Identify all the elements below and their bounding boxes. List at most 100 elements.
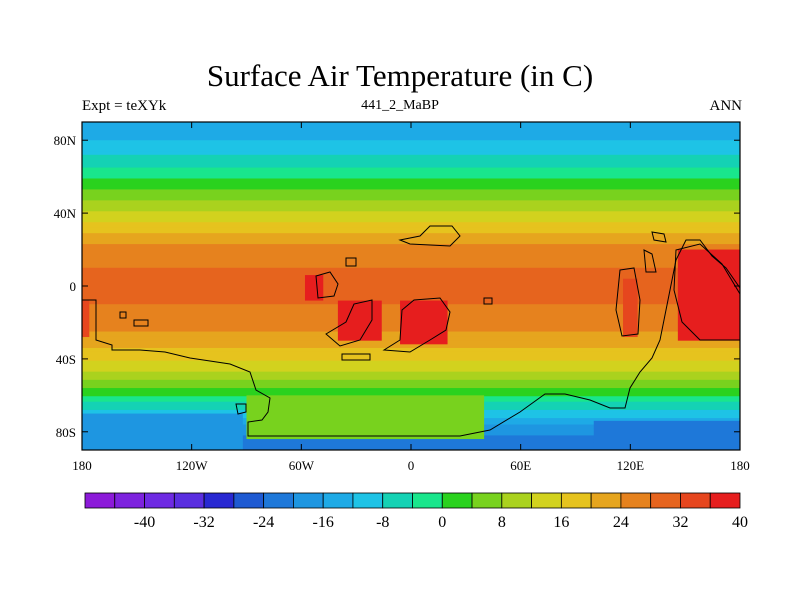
season-label: ANN [709, 98, 743, 114]
temperature-band [82, 233, 740, 237]
temperature-field [82, 122, 740, 450]
cool-region [82, 413, 243, 450]
temperature-band [82, 132, 740, 138]
temperature-band [82, 175, 740, 180]
temperature-band [82, 208, 740, 212]
temperature-band [82, 151, 740, 156]
x-tick-label: 120W [176, 458, 209, 473]
colorbar-swatch [233, 492, 265, 509]
colorbar-swatch [590, 492, 622, 509]
run-label: 441_2_MaBP [361, 98, 439, 113]
hot-region [623, 278, 638, 338]
coastline [651, 231, 667, 243]
chart-title: Surface Air Temperature (in C) [206, 58, 594, 93]
coastline [643, 249, 657, 273]
coastline [398, 225, 461, 247]
temperature-band [82, 147, 740, 152]
temperature-band [82, 295, 740, 301]
colorbar-swatch [352, 492, 384, 509]
temperature-band [82, 181, 740, 185]
y-tick-label: 80N [54, 133, 77, 148]
colorbar-swatch [531, 492, 562, 509]
temperature-band [82, 173, 740, 177]
temperature-band [82, 258, 740, 264]
hot-region [400, 300, 448, 345]
temperature-band [82, 241, 740, 245]
hot-region [304, 275, 324, 301]
temperature-band [82, 170, 740, 174]
coastline [483, 297, 493, 305]
colorbar-swatch [322, 492, 354, 509]
colorbar-swatch [144, 492, 175, 509]
temperature-band [82, 360, 740, 365]
temperature-band [82, 136, 740, 141]
colorbar-label: -24 [253, 514, 274, 531]
temperature-band [82, 390, 740, 395]
x-tick-label: 60W [289, 458, 315, 473]
x-tick-label: 180 [730, 458, 750, 473]
colorbar-swatch [650, 492, 681, 509]
temperature-band [82, 224, 740, 229]
temperature-band [82, 194, 740, 199]
hot-region [337, 300, 382, 341]
coastline [315, 271, 339, 299]
temperature-band [82, 200, 740, 204]
coastline [382, 297, 451, 353]
temperature-band [82, 158, 740, 163]
temperature-band [82, 214, 740, 218]
temperature-band [82, 238, 740, 242]
temperature-band [82, 439, 740, 444]
colorbar-label: 0 [438, 514, 446, 531]
temperature-band [82, 281, 740, 287]
colorbar-swatch [560, 492, 592, 509]
colorbar-swatch [203, 492, 235, 509]
temperature-band [82, 183, 740, 188]
coastline [341, 353, 371, 361]
y-tick-label: 80S [56, 425, 76, 440]
colorbar-label: -32 [193, 514, 214, 531]
temperature-band [82, 347, 740, 353]
x-tick-label: 180 [72, 458, 92, 473]
temperature-band [82, 366, 740, 370]
colorbar-swatch [441, 492, 473, 509]
temperature-band [82, 379, 740, 384]
temperature-band [82, 246, 740, 251]
temperature-band [82, 127, 740, 131]
temperature-band [82, 178, 740, 182]
colorbar-swatch [293, 492, 324, 509]
y-tick-label: 0 [70, 279, 77, 294]
temperature-band [82, 244, 740, 248]
coastline [673, 243, 740, 341]
x-tick-label: 60E [510, 458, 531, 473]
temperature-band [82, 374, 740, 378]
colorbar-swatch [263, 492, 294, 509]
coastline [82, 239, 740, 437]
colorbar-swatch [471, 492, 503, 509]
colorbar-label: 24 [613, 514, 629, 531]
coastline [235, 403, 247, 415]
y-tick-label: 40N [54, 206, 77, 221]
coastline [345, 257, 357, 267]
coastline [325, 299, 373, 347]
cool-region [593, 420, 740, 450]
temperature-band [82, 363, 740, 367]
colorbar: -40 -32 -24 -16 -8 0 8 16 24 32 40 [84, 492, 748, 531]
temperature-band [82, 219, 740, 223]
colorbar-swatch [114, 492, 145, 509]
temperature-band [82, 368, 740, 373]
coastline [615, 267, 641, 337]
temperature-band [82, 186, 740, 191]
temperature-band [82, 227, 740, 232]
temperature-band [82, 230, 740, 234]
temperature-band [82, 357, 740, 362]
temperature-band [82, 205, 740, 210]
temperature-band [82, 393, 740, 397]
temperature-band [82, 382, 740, 386]
temperature-band [82, 164, 740, 169]
temperature-band [82, 263, 740, 269]
temperature-band [82, 143, 740, 149]
temperature-band [82, 355, 740, 359]
temperature-band [82, 167, 740, 171]
temperature-band [82, 211, 740, 215]
